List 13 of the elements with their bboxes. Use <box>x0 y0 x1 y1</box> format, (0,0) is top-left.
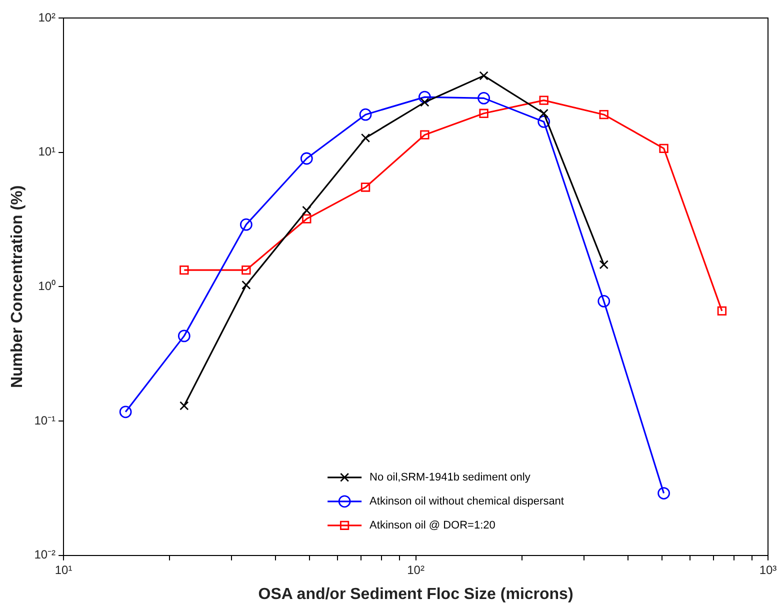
x-tick-label: 10¹ <box>54 562 72 577</box>
y-tick-label: 10⁻² <box>34 548 56 562</box>
y-tick-label: 10⁰ <box>38 279 56 294</box>
x-axis-title: OSA and/or Sediment Floc Size (microns) <box>258 586 574 603</box>
y-tick-label: 10² <box>38 10 56 24</box>
x-tick-label: 10² <box>407 562 424 577</box>
legend-label: No oil,SRM-1941b sediment only <box>370 471 531 484</box>
legend-label: Atkinson oil @ DOR=1:20 <box>370 519 496 532</box>
legend-label: Atkinson oil without chemical dispersant <box>370 495 564 508</box>
y-tick-label: 10⁻¹ <box>34 413 56 428</box>
y-axis-title: Number Concentration (%) <box>9 185 26 388</box>
x-tick-label: 10³ <box>759 562 777 577</box>
y-tick-label: 10¹ <box>38 144 56 159</box>
